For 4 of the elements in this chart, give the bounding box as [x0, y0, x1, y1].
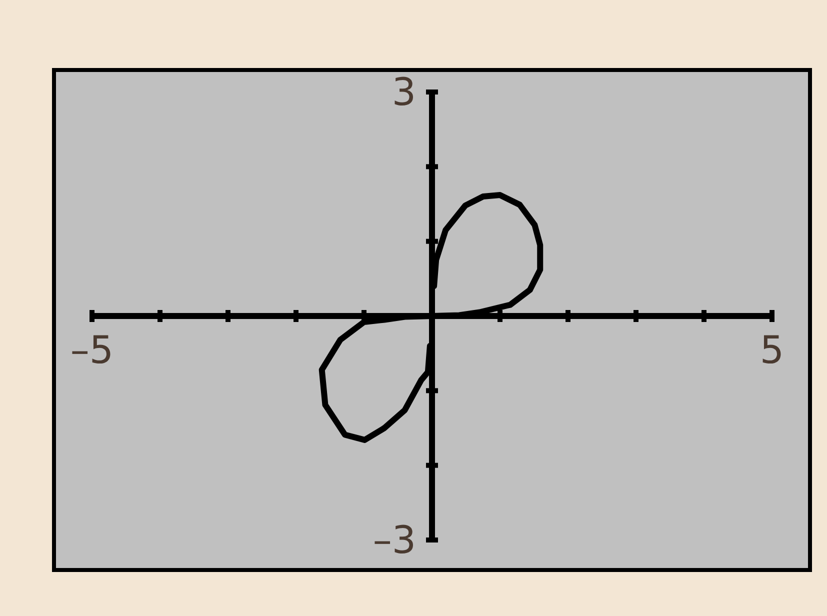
y-tick-label: –3 [372, 518, 416, 562]
x-tick-label: 5 [760, 328, 784, 372]
x-tick-label: –5 [70, 328, 114, 372]
y-tick-label: 3 [392, 70, 416, 114]
